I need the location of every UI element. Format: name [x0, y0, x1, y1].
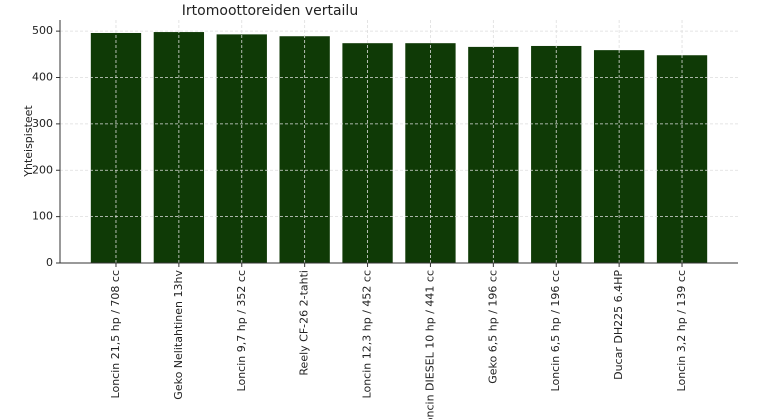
- x-tick-label: Ducar DH225 6.4HP: [612, 270, 625, 380]
- y-tick-label: 100: [32, 210, 53, 223]
- x-tick-label: Geko 6,5 hp / 196 cc: [486, 270, 499, 384]
- chart-title: Irtomoottoreiden vertailu: [182, 3, 358, 19]
- y-tick-label: 500: [32, 24, 53, 37]
- x-tick-label: Loncin DIESEL 10 hp / 441 cc: [423, 270, 436, 419]
- x-tick-label: Reely CF-26 2-tahti: [298, 270, 311, 376]
- bar: [656, 55, 708, 263]
- bar: [216, 34, 267, 264]
- x-tick-label: Loncin 9,7 hp / 352 cc: [235, 270, 248, 391]
- y-tick-label: 400: [32, 71, 53, 84]
- x-tick-label: Geko Nelitahtinen 13hv: [172, 270, 185, 400]
- x-tick-label: Loncin 3,2 hp / 139 cc: [675, 270, 688, 391]
- y-tick-label: 200: [32, 163, 53, 176]
- x-tick-label: Loncin 21,5 hp / 708 cc: [109, 270, 122, 398]
- x-tick-label: Loncin 6,5 hp / 196 cc: [549, 270, 562, 391]
- x-tick-label: Loncin 12,3 hp / 452 cc: [361, 270, 374, 398]
- y-tick-label: 300: [32, 117, 53, 130]
- y-axis-label: Yhteispisteet: [22, 105, 35, 178]
- y-tick-label: 0: [46, 256, 53, 269]
